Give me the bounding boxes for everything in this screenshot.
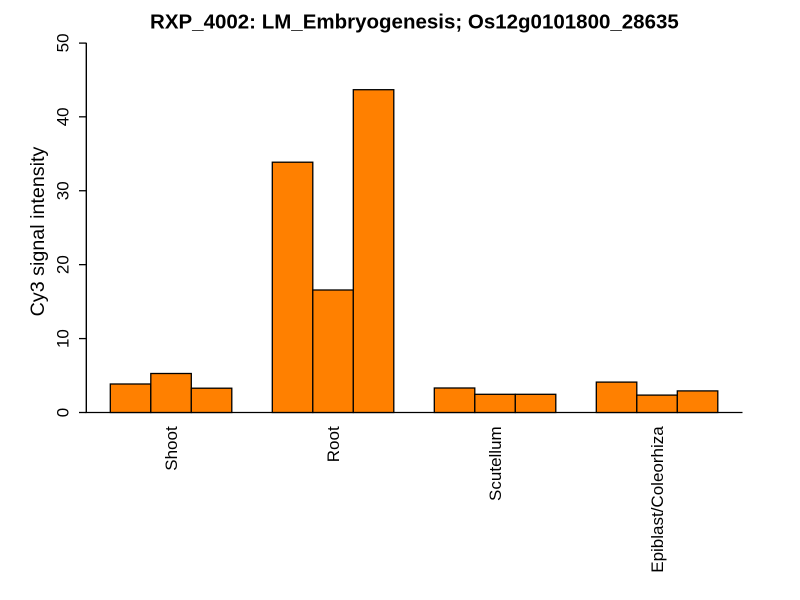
svg-text:30: 30: [54, 181, 73, 200]
svg-text:50: 50: [54, 33, 73, 52]
svg-text:10: 10: [54, 329, 73, 348]
svg-text:Scutellum: Scutellum: [486, 426, 505, 501]
svg-text:Cy3 signal intensity: Cy3 signal intensity: [27, 147, 49, 317]
svg-text:40: 40: [54, 107, 73, 126]
svg-text:Epiblast/Coleorhiza: Epiblast/Coleorhiza: [648, 426, 667, 573]
svg-text:20: 20: [54, 255, 73, 274]
svg-text:Shoot: Shoot: [162, 426, 181, 471]
svg-text:Root: Root: [324, 426, 343, 462]
svg-text:RXP_4002: LM_Embryogenesis; Os: RXP_4002: LM_Embryogenesis; Os12g0101800…: [150, 10, 679, 33]
svg-text:0: 0: [54, 408, 73, 417]
